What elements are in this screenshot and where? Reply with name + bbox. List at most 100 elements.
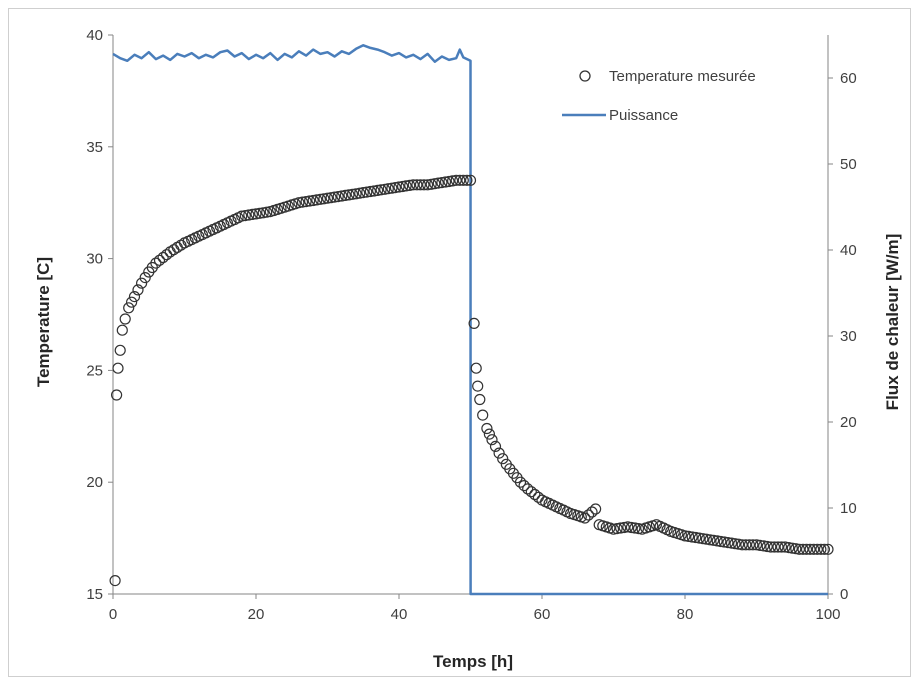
y-left-tick-label: 40: [86, 27, 103, 44]
temperature-point: [489, 440, 502, 452]
y-right-tick-label: 40: [840, 242, 857, 259]
temperature-point: [372, 184, 384, 196]
temperature-point: [250, 208, 262, 220]
temperature-point: [304, 195, 316, 207]
temperature-point: [116, 324, 128, 336]
temperature-point: [779, 541, 791, 553]
temperature-point: [797, 543, 809, 555]
y-right-tick-label: 50: [840, 156, 857, 173]
legend-label-temperature: Temperature mesurée: [609, 68, 756, 85]
temperature-point: [772, 541, 784, 553]
temperature-point: [500, 458, 512, 470]
temperature-point: [178, 237, 191, 249]
temperature-point: [332, 191, 344, 203]
temperature-point: [474, 393, 486, 406]
temperature-point: [682, 530, 695, 543]
temperature-point: [264, 206, 276, 218]
temperature-point: [164, 246, 176, 258]
temperature-point: [815, 543, 827, 555]
temperature-point: [593, 519, 605, 531]
temperature-point: [586, 506, 598, 518]
temperature-point: [757, 540, 770, 552]
temperature-point: [765, 541, 777, 553]
temperature-point: [507, 467, 519, 479]
y-left-axis-ticks: 15 20 25 30 35 40: [86, 27, 113, 603]
temperature-point: [754, 539, 766, 552]
temperature-point: [254, 207, 266, 219]
temperature-point: [665, 525, 677, 538]
temperature-point: [454, 174, 466, 186]
temperature-point: [393, 181, 405, 193]
temperature-point: [361, 186, 373, 198]
temperature-point: [279, 201, 291, 213]
temperature-point: [307, 194, 319, 207]
x-tick-label: 60: [534, 606, 551, 623]
temperature-point: [729, 538, 741, 550]
temperature-point: [632, 522, 645, 535]
temperature-point: [114, 344, 126, 356]
x-tick-label: 20: [248, 606, 265, 623]
temperature-point: [153, 254, 166, 266]
temperature-point: [300, 196, 312, 208]
temperature-point: [818, 543, 831, 555]
temperature-point: [550, 501, 562, 513]
y-right-tick-label: 60: [840, 70, 857, 87]
temperature-point: [368, 185, 380, 197]
temperature-point: [768, 541, 781, 553]
temperature-point: [132, 284, 144, 296]
temperature-point: [740, 539, 752, 551]
temperature-point: [293, 197, 305, 209]
temperature-point: [418, 179, 430, 191]
legend-marker-temperature: [579, 70, 591, 82]
temperature-point: [246, 208, 258, 220]
temperature-point: [808, 543, 820, 555]
temperature-point: [736, 539, 748, 551]
temperature-point: [704, 534, 716, 546]
temperature-point: [354, 187, 366, 199]
temperature-point: [379, 183, 391, 195]
temperature-point: [775, 541, 788, 553]
temperature-point: [110, 389, 123, 401]
temperature-point: [461, 174, 473, 186]
temperature-point: [518, 480, 530, 492]
temperature-point: [236, 210, 248, 222]
temperature-point: [432, 177, 444, 189]
temperature-point: [364, 185, 376, 198]
temperature-point: [793, 543, 806, 555]
temperature-point: [614, 522, 627, 534]
temperature-point: [693, 532, 705, 544]
x-tick-label: 80: [677, 606, 694, 623]
temperature-point: [425, 178, 437, 190]
temperature-point: [143, 266, 155, 278]
legend: Temperature mesurée Puissance: [562, 68, 756, 124]
temperature-point: [564, 507, 577, 520]
temperature-point: [411, 179, 423, 191]
temperature-point: [168, 244, 180, 256]
temperature-point: [811, 543, 823, 555]
temperature-point: [321, 192, 334, 204]
temperature-point: [329, 191, 341, 203]
puissance-line: [112, 44, 828, 596]
temperature-point: [483, 428, 495, 440]
legend-label-puissance: Puissance: [609, 107, 678, 124]
temperature-point: [697, 533, 709, 545]
y-left-tick-label: 15: [86, 586, 103, 603]
temperature-point: [382, 183, 394, 195]
temperature-point: [436, 177, 448, 189]
temperature-point: [707, 534, 720, 546]
temperature-point: [193, 230, 205, 242]
temperature-point: [464, 174, 477, 186]
temperature-point: [579, 512, 591, 524]
temperature-point: [607, 523, 620, 535]
temperature-point: [357, 187, 369, 199]
temperature-point: [414, 179, 426, 191]
temperature-point: [761, 540, 773, 553]
temperature-point: [514, 476, 527, 488]
y-right-axis-title: Flux de chaleur [W/m]: [883, 234, 902, 411]
temperature-point: [123, 302, 135, 314]
temperature-point: [618, 521, 630, 534]
temperature-point: [343, 189, 355, 201]
y-right-tick-label: 10: [840, 500, 857, 517]
temperature-point: [493, 447, 505, 459]
y-left-tick-label: 20: [86, 474, 103, 491]
